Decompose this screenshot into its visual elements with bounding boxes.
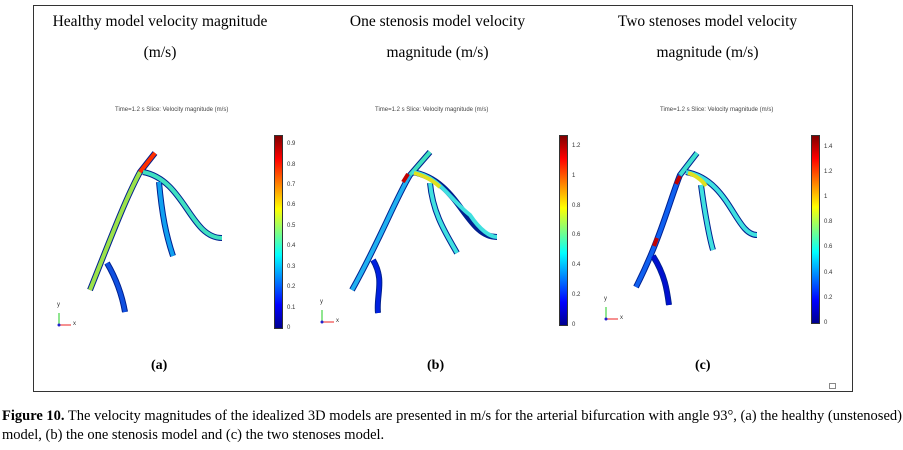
colorbar-tick-label: 0 <box>287 325 291 331</box>
panel-b-vessels <box>349 150 498 314</box>
axis-x-label-b: x <box>336 318 339 324</box>
panel-a-subtitle: Time=1.2 s Slice: Velocity magnitude (m/… <box>115 107 229 113</box>
figure-number: Figure 10. <box>2 408 65 424</box>
panel-c-colorbar <box>811 135 820 324</box>
colorbar-tick-label: 0.2 <box>287 284 296 291</box>
axis-x-label-c: x <box>620 315 623 321</box>
axis-triad-b <box>320 310 334 324</box>
panel-c-vessels <box>633 151 758 306</box>
colorbar-tick-label: 0.8 <box>572 202 581 209</box>
colorbar-tick-label: 0.8 <box>824 219 833 226</box>
axis-y-label-b: y <box>320 299 323 305</box>
colorbar-tick-label: 1 <box>572 172 576 179</box>
caption-text: The velocity magnitudes of the idealized… <box>2 408 902 443</box>
vessel-plots <box>57 150 758 327</box>
colorbar-tick-label: 1.2 <box>572 142 581 149</box>
colorbar-tick-label: 0.5 <box>287 222 296 229</box>
axis-y-label-c: y <box>604 296 607 302</box>
panel-a-colorbar <box>274 135 283 329</box>
colorbar-tick-label: 0.2 <box>824 294 833 301</box>
figure-caption: Figure 10. The velocity magnitudes of th… <box>2 407 902 445</box>
colorbar-tick-label: 0.8 <box>287 161 296 168</box>
colorbar-tick-label: 0.3 <box>287 263 296 270</box>
axis-triad-c <box>604 307 618 321</box>
colorbar-tick-label: 0.6 <box>287 202 296 209</box>
colorbar-tick-label: 1.2 <box>824 168 833 175</box>
axis-y-label-a: y <box>57 302 60 308</box>
panel-a-vessels <box>87 151 223 313</box>
colorbar-tick-label: 0.9 <box>287 141 296 148</box>
colorbar-tick-label: 0.6 <box>824 244 833 251</box>
colorbar-tick-label: 0 <box>824 320 828 326</box>
colorbar-tick-label: 0.7 <box>287 182 296 189</box>
figure-frame <box>33 5 853 392</box>
colorbar-tick-label: 1.4 <box>824 143 833 150</box>
panel-b-subtitle: Time=1.2 s Slice: Velocity magnitude (m/… <box>375 107 489 113</box>
axis-triad-a <box>57 313 71 327</box>
panel-c-title: Two stenoses model velocity magnitude (m… <box>617 13 798 61</box>
colorbar-tick-label: 0.1 <box>287 304 296 311</box>
colorbar-tick-label: 0 <box>572 322 576 328</box>
axis-x-label-a: x <box>73 321 76 327</box>
panel-c-label: (c) <box>695 358 711 373</box>
colorbar-tick-label: 0.4 <box>824 269 833 276</box>
panel-c-subtitle: Time=1.2 s Slice: Velocity magnitude (m/… <box>660 107 774 113</box>
panel-a-label: (a) <box>151 358 168 373</box>
colorbar-tick-label: 0.4 <box>572 262 581 269</box>
panel-a-title: Healthy model velocity magnitude (m/s) <box>52 13 268 61</box>
resize-handle <box>829 383 836 389</box>
panel-b-colorbar <box>559 135 568 326</box>
panel-b-label: (b) <box>427 358 445 373</box>
colorbar-tick-label: 1 <box>824 194 828 200</box>
colorbar-tick-label: 0.2 <box>572 292 581 299</box>
panel-b-title: One stenosis model velocity magnitude (m… <box>349 13 526 61</box>
colorbar-tick-label: 0.4 <box>287 243 296 250</box>
colorbar-tick-label: 0.6 <box>572 232 581 239</box>
